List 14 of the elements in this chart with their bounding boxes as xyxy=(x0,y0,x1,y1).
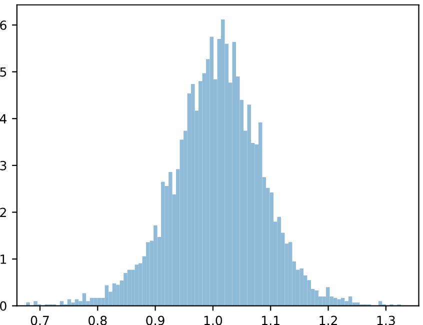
x-tick-label: 1.0 xyxy=(204,316,222,325)
y-tick-label: 3 xyxy=(0,160,6,170)
x-tick-label: 0.9 xyxy=(146,316,164,325)
y-tick-label: 6 xyxy=(0,20,6,30)
x-tick-label: 0.7 xyxy=(30,316,49,325)
y-tick-label: 1 xyxy=(0,254,6,264)
x-tick-label: 0.8 xyxy=(88,316,107,325)
x-tick-label: 1.1 xyxy=(262,316,280,325)
y-tick-label: 4 xyxy=(0,114,6,124)
x-tick-label: 1.3 xyxy=(377,316,395,325)
y-tick-label: 2 xyxy=(0,208,6,217)
x-tick-label: 1.2 xyxy=(320,316,337,325)
y-tick-label: 5 xyxy=(0,67,6,77)
y-tick-label: 0 xyxy=(0,301,6,311)
